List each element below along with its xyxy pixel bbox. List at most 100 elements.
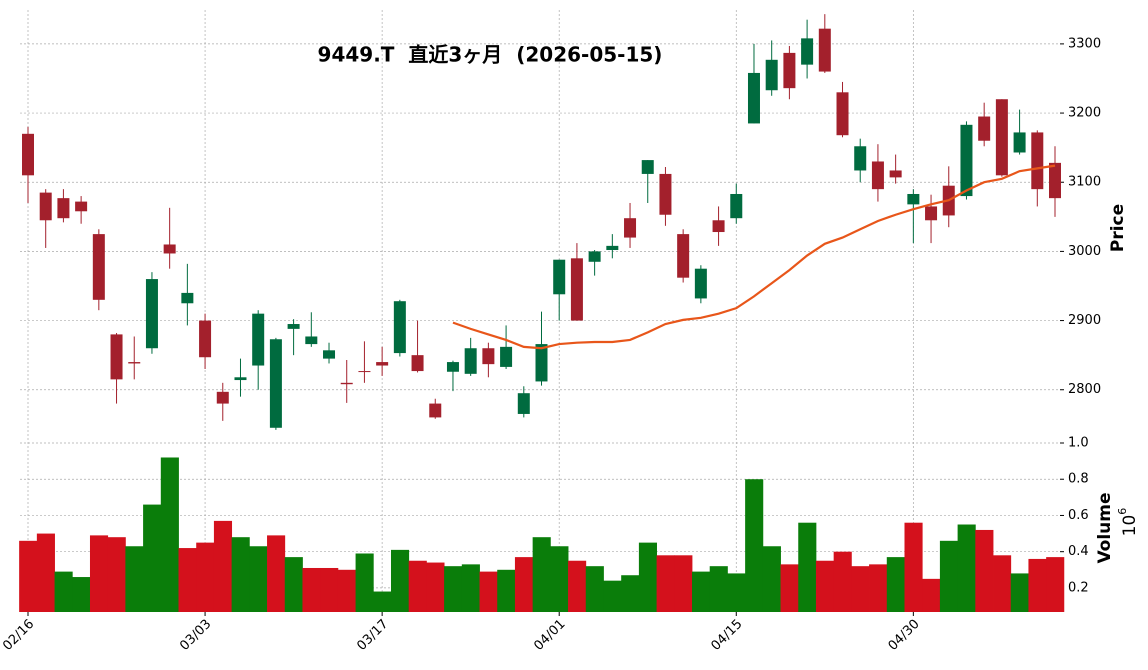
candle-body xyxy=(677,234,690,278)
x-tick-label: 04/30 xyxy=(886,617,923,654)
volume-bar xyxy=(585,566,604,612)
x-tick-label: 04/15 xyxy=(708,617,745,654)
candle-body xyxy=(694,268,707,299)
volume-bar xyxy=(267,535,286,612)
candle-body xyxy=(818,28,831,72)
x-tick-label: 02/16 xyxy=(0,617,37,654)
candle-body xyxy=(145,279,158,349)
volume-bar xyxy=(833,551,852,612)
y2-tick-label: 0.4 xyxy=(1068,544,1089,559)
candle-body xyxy=(411,355,424,372)
volume-bar xyxy=(337,569,356,612)
volume-bar xyxy=(196,542,215,612)
volume-bar xyxy=(355,553,374,612)
candle-body xyxy=(730,193,743,219)
candle-body xyxy=(446,362,459,372)
candle-body xyxy=(606,245,619,251)
candle-body xyxy=(871,161,884,190)
volume-bar xyxy=(213,520,233,612)
candle-body xyxy=(747,72,760,124)
volume-bar xyxy=(107,537,126,612)
candle-body xyxy=(659,173,672,215)
candle-body xyxy=(978,116,991,141)
volume-bar xyxy=(550,546,569,612)
volume-bar xyxy=(497,569,516,612)
candle-body xyxy=(712,220,725,233)
candle-body xyxy=(234,377,247,381)
candle-body xyxy=(92,234,105,300)
volume-bar xyxy=(444,566,463,612)
candle-body xyxy=(323,350,336,359)
candle-body xyxy=(39,192,52,221)
candle-body xyxy=(783,52,796,89)
candle-body xyxy=(464,348,477,374)
volume-bar xyxy=(231,537,250,612)
volume-bar xyxy=(72,577,91,612)
y-tick-label: 2800 xyxy=(1068,382,1101,397)
volume-bar xyxy=(798,522,817,612)
candle-body xyxy=(535,344,548,382)
candle-body xyxy=(517,393,530,414)
candle-body xyxy=(429,403,442,418)
candle-body xyxy=(765,59,778,91)
y2-tick-label: 0.2 xyxy=(1068,580,1089,595)
candle-body xyxy=(570,258,583,321)
candle-body xyxy=(588,251,601,262)
y-tick-label: 3000 xyxy=(1068,244,1101,259)
candle-body xyxy=(624,218,637,238)
candle-body xyxy=(1013,132,1026,153)
volume-bar xyxy=(745,479,764,612)
candle-body xyxy=(287,324,300,329)
x-tick-label: 03/17 xyxy=(354,617,391,654)
volume-bar xyxy=(603,580,622,612)
volume-bar xyxy=(568,560,587,612)
candle-body xyxy=(22,133,34,176)
volume-bar xyxy=(922,578,941,612)
volume-bar xyxy=(674,555,693,612)
volume-bar xyxy=(461,564,480,612)
volume-bar xyxy=(89,535,109,612)
candle-body xyxy=(393,301,406,354)
volume-bar xyxy=(373,591,392,612)
volume-bar xyxy=(957,524,976,612)
volume-bar xyxy=(869,564,888,612)
volume-bar xyxy=(302,567,321,612)
y-tick-label: 3200 xyxy=(1068,106,1101,121)
multiplier-base: 10 xyxy=(1120,515,1140,537)
volume-bar xyxy=(993,555,1012,612)
candle-body xyxy=(960,124,973,197)
y-axis-label: Price xyxy=(1108,204,1128,252)
volume-bar xyxy=(178,548,197,612)
volume-bar xyxy=(143,504,162,612)
volume-bar xyxy=(249,546,268,612)
volume-bar xyxy=(408,560,427,612)
y2-tick-label: 0.8 xyxy=(1068,472,1089,487)
candle-body xyxy=(128,362,141,364)
volume-bar xyxy=(514,557,534,612)
volume-bar xyxy=(125,546,144,612)
candle-body xyxy=(995,99,1008,176)
candle-body xyxy=(500,346,513,367)
volume-bar xyxy=(320,567,339,612)
candle-body xyxy=(482,348,495,365)
candle-body xyxy=(889,170,902,178)
volume-bar xyxy=(621,575,640,612)
volume-bar xyxy=(656,555,675,612)
y2-axis-label: Volume xyxy=(1095,492,1115,563)
volume-bar xyxy=(390,549,410,612)
candle-body xyxy=(553,259,566,295)
y2-tick-label: 1.0 xyxy=(1068,436,1089,451)
candle-body xyxy=(1049,162,1061,199)
volume-bar xyxy=(815,560,835,612)
candle-body xyxy=(340,382,353,385)
volume-bar xyxy=(36,533,55,612)
candle-body xyxy=(199,320,212,358)
chart-title: 9449.T 直近3ヶ月 (2026-05-15) xyxy=(318,43,663,67)
y-tick-label: 2900 xyxy=(1068,313,1101,328)
y2-tick-label: 0.6 xyxy=(1068,508,1089,523)
candle-body xyxy=(925,206,938,221)
x-tick-label: 03/03 xyxy=(177,617,214,654)
volume-bar xyxy=(975,529,994,612)
volume-bar xyxy=(692,571,711,612)
volume-bar xyxy=(1046,557,1065,612)
